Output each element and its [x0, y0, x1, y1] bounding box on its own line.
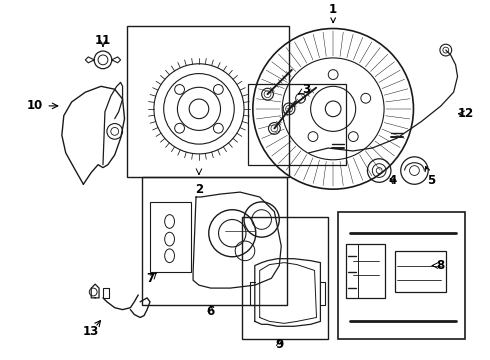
Bar — [248, 84, 346, 165]
Bar — [346, 244, 385, 298]
Text: 9: 9 — [275, 338, 283, 351]
Text: 3: 3 — [303, 83, 311, 96]
Text: 11: 11 — [95, 34, 111, 47]
Bar — [242, 217, 328, 339]
Text: 7: 7 — [146, 272, 154, 285]
Text: 10: 10 — [26, 99, 43, 112]
Bar — [150, 202, 191, 273]
Bar — [338, 212, 466, 339]
Text: 12: 12 — [457, 107, 473, 120]
Text: 6: 6 — [207, 305, 215, 318]
Bar — [142, 177, 287, 305]
Bar — [395, 251, 446, 292]
Text: 13: 13 — [83, 325, 99, 338]
Text: 1: 1 — [329, 3, 337, 23]
Text: 5: 5 — [425, 166, 435, 187]
Text: 8: 8 — [436, 259, 444, 272]
Bar — [127, 26, 289, 177]
Text: 2: 2 — [195, 183, 203, 196]
Text: 4: 4 — [389, 174, 397, 187]
